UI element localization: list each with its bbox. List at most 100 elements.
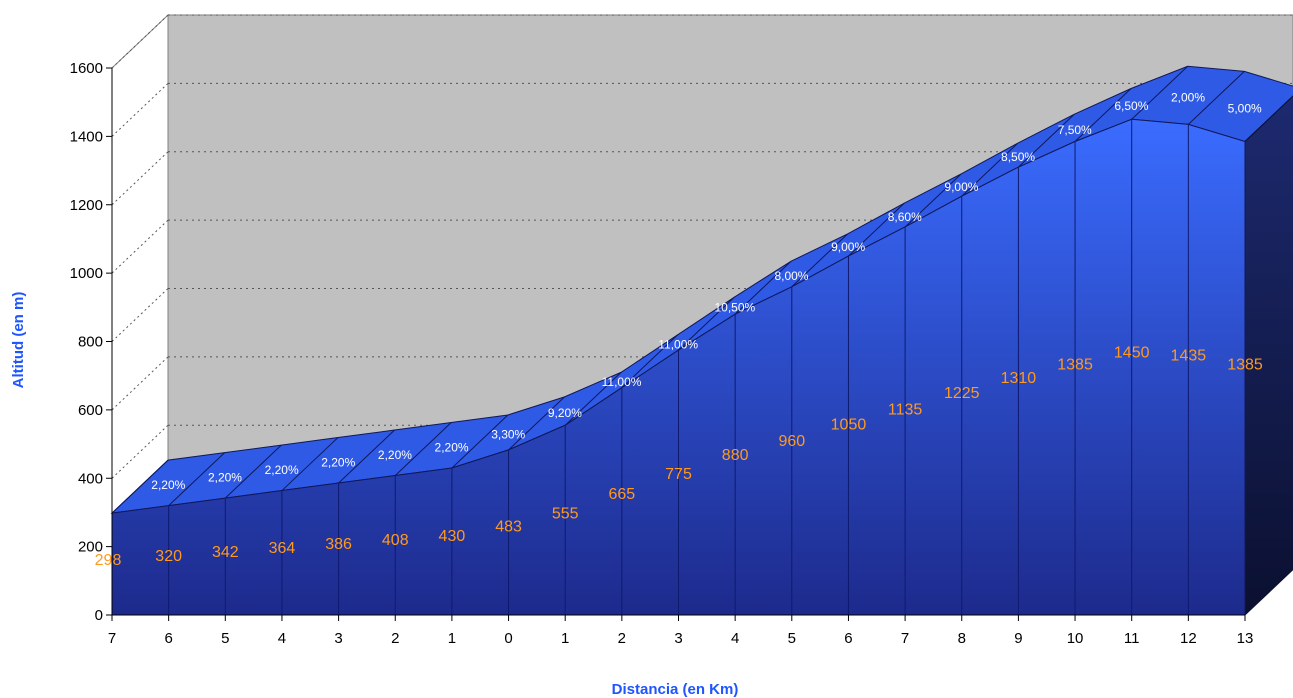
x-tick-label: 3 (334, 630, 342, 647)
altitude-label: 386 (325, 536, 352, 553)
altitude-label: 1310 (1001, 370, 1037, 387)
ridge-separator (168, 452, 225, 506)
x-tick-label: 2 (391, 630, 399, 647)
ridge-separator (734, 260, 792, 315)
ridge-separator (224, 444, 282, 499)
ridge-separator (394, 422, 452, 476)
y-tick-label: 1200 (70, 197, 103, 214)
ridge-separator (564, 371, 622, 426)
ridge-separator (848, 202, 905, 257)
gradient-labels: 2,20% 2,20% 2,20% 2,20% 2,20% 2,20% 3,30% 9,20%… (151, 90, 1262, 492)
gradient-label: 9,00% (831, 240, 865, 254)
x-tick-label: 13 (1237, 630, 1254, 647)
x-tick-label: 6 (844, 630, 852, 647)
y-tick-label: 600 (78, 402, 103, 419)
y-tick-label: 1600 (70, 60, 103, 77)
y-tick-label: 1400 (70, 128, 103, 145)
altitude-label: 1225 (944, 385, 980, 402)
gradient-label: 8,60% (888, 210, 922, 224)
y-axis-title: Altitud (en m) (10, 292, 27, 389)
x-tick-label: 4 (731, 630, 739, 647)
gradient-label: 7,50% (1058, 123, 1092, 137)
x-tick-label: 8 (958, 630, 966, 647)
x-tick-label: 0 (504, 630, 512, 647)
ridge-separator (1188, 71, 1245, 125)
x-tick-label: 9 (1014, 630, 1022, 647)
altitude-label: 320 (155, 548, 182, 565)
altitude-labels: 298 320 342 364 386 408 430 483 555 665 775 880 960 1… (95, 345, 1263, 569)
y-tick-label: 800 (78, 334, 103, 351)
x-tick-label: 10 (1067, 630, 1084, 647)
altitude-label: 483 (495, 519, 522, 536)
ridge-separator (904, 173, 962, 228)
altitude-label: 775 (665, 466, 692, 483)
gradient-label: 2,20% (378, 448, 412, 462)
ridge-separator (621, 334, 679, 389)
x-tick-label: 1 (561, 630, 569, 647)
x-tick-label: 12 (1180, 630, 1197, 647)
ridge-separator (961, 142, 1019, 197)
y-axis-ticks: 0 200 400 600 800 1000 1200 1400 1600 (70, 60, 112, 624)
altitude-label: 1385 (1057, 356, 1093, 373)
y-tick-label: 0 (95, 607, 103, 624)
gradient-label: 10,50% (714, 301, 755, 315)
x-axis-ticks: 7 6 5 4 3 2 1 0 1 2 3 4 5 6 7 8 9 10 11 12 13 (108, 615, 1254, 647)
ridge-separator (111, 459, 169, 514)
ridge-separator (451, 414, 509, 469)
ridge-separator (338, 429, 395, 484)
ridge-separator (1074, 88, 1132, 142)
x-tick-label: 11 (1124, 630, 1140, 647)
altitude-label: 665 (608, 486, 635, 503)
y-tick-label: 200 (78, 539, 103, 556)
altitude-label: 364 (269, 540, 296, 557)
area-side-face (1244, 95, 1293, 617)
x-tick-label: 4 (278, 630, 286, 647)
gradient-label: 9,00% (944, 180, 978, 194)
altitude-label: 430 (439, 528, 466, 545)
altitude-label: 298 (95, 552, 122, 569)
altitude-area (110, 65, 1293, 617)
gradient-label: 9,20% (548, 406, 582, 420)
gradient-label: 11,00% (658, 337, 698, 351)
altitude-label: 408 (382, 532, 409, 549)
x-tick-label: 6 (164, 630, 172, 647)
gradient-label: 2,20% (435, 440, 469, 454)
y-tick-label: 1000 (70, 265, 103, 282)
gradient-label: 8,00% (774, 269, 808, 283)
gradient-label: 2,20% (321, 455, 355, 469)
ridge-separator (281, 437, 339, 491)
gradient-label: 5,00% (1228, 101, 1262, 115)
x-tick-label: 5 (221, 630, 229, 647)
ridge-separator (791, 233, 849, 288)
altitude-label: 1435 (1171, 347, 1207, 364)
altitude-label: 555 (552, 506, 579, 523)
altitude-label: 1450 (1114, 345, 1150, 362)
ridge-separator (1131, 65, 1189, 120)
gradient-label: 2,00% (1171, 90, 1205, 104)
ridge-separator (508, 396, 565, 451)
gradient-label: 8,50% (1001, 150, 1035, 164)
ridge-separator (678, 296, 735, 351)
gradient-label: 2,20% (151, 478, 185, 492)
altitude-label: 1385 (1227, 356, 1263, 373)
altitude-label: 960 (778, 433, 805, 450)
x-tick-label: 2 (618, 630, 626, 647)
x-tick-label: 3 (674, 630, 682, 647)
gradient-label: 3,30% (491, 427, 525, 441)
x-tick-label: 7 (108, 630, 116, 647)
altitude-label: 880 (722, 447, 749, 464)
ridge-separator (1018, 113, 1075, 168)
x-tick-label: 5 (788, 630, 796, 647)
x-tick-label: 7 (901, 630, 909, 647)
altitude-label: 1135 (888, 401, 923, 418)
altitude-label: 342 (212, 544, 239, 561)
gradient-label: 6,50% (1114, 99, 1148, 113)
x-axis-title: Distancia (en Km) (612, 681, 739, 698)
gradient-label: 2,20% (208, 470, 242, 484)
gradient-label: 11,00% (602, 375, 642, 389)
x-tick-label: 1 (448, 630, 456, 647)
y-tick-label: 400 (78, 470, 103, 487)
gradient-label: 2,20% (265, 463, 299, 477)
altitude-label: 1050 (831, 417, 867, 434)
